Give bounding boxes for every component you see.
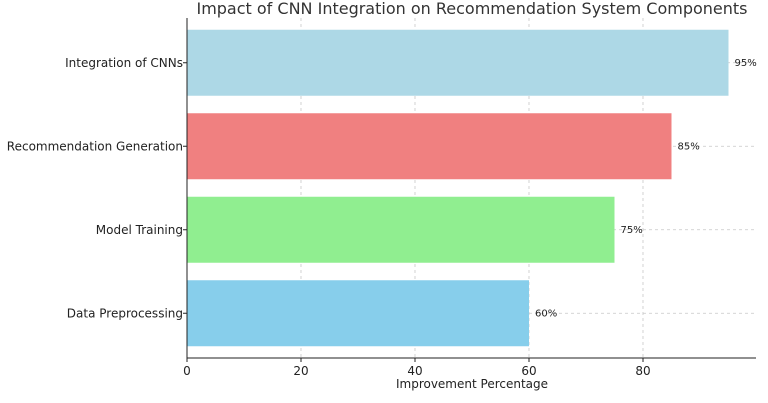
bar-data-preprocessing <box>187 280 529 346</box>
bar-value-label: 60% <box>535 308 557 319</box>
y-tick-labels: Integration of CNNs Recommendation Genera… <box>7 56 187 321</box>
x-axis-label: Improvement Percentage <box>396 377 548 391</box>
bar-model-training <box>187 197 615 263</box>
bar-value-label: 75% <box>621 225 643 236</box>
y-tick-label: Model Training <box>96 223 183 237</box>
y-tick-label: Data Preprocessing <box>67 306 183 320</box>
x-tick-label: 20 <box>293 364 308 378</box>
bar-integration-of-cnns <box>187 30 729 96</box>
x-tick-label: 60 <box>521 364 536 378</box>
bar-value-label: 85% <box>678 141 700 152</box>
y-tick-label: Integration of CNNs <box>65 56 183 70</box>
data-labels: 95% 85% 75% 60% <box>535 58 757 320</box>
x-tick-labels: 0 20 40 60 80 <box>183 358 650 378</box>
x-tick-label: 80 <box>635 364 650 378</box>
x-tick-label: 40 <box>407 364 422 378</box>
bars <box>187 30 729 347</box>
x-tick-label: 0 <box>183 364 191 378</box>
y-tick-label: Recommendation Generation <box>7 139 183 153</box>
bar-recommendation-generation <box>187 113 672 179</box>
chart-title: Impact of CNN Integration on Recommendat… <box>196 0 747 18</box>
bar-value-label: 95% <box>735 58 757 69</box>
